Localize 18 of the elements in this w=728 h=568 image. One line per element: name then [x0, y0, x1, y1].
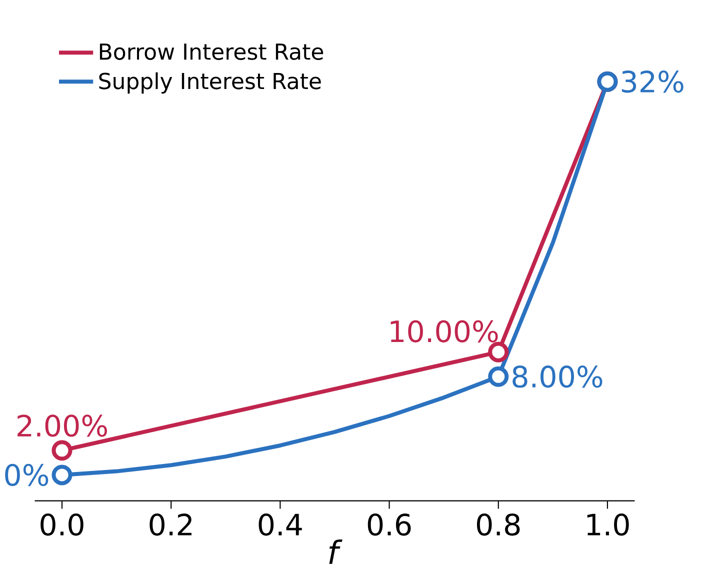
x-tick-label: 0.6 — [368, 513, 411, 536]
x-tick-label: 0.0 — [40, 513, 84, 536]
x-tick-label: 0.8 — [476, 513, 520, 536]
legend-label: Supply Interest Rate — [99, 72, 321, 94]
x-tick-label: 0.4 — [258, 513, 302, 536]
point — [52, 464, 72, 486]
data-label: 8.00% — [512, 365, 602, 388]
point — [488, 342, 509, 362]
data-label: 2.00% — [18, 414, 107, 437]
data-label: 0% — [5, 464, 48, 486]
x-tick-label: 0.2 — [150, 513, 192, 536]
point — [488, 366, 509, 387]
data-label: 32% — [622, 70, 684, 93]
point — [52, 440, 72, 461]
x-tick-label: 1.0 — [587, 513, 629, 536]
data-label: 10.00% — [390, 320, 498, 342]
x-axis-title: f — [329, 539, 342, 564]
legend-label: Borrow Interest Rate — [100, 43, 324, 60]
